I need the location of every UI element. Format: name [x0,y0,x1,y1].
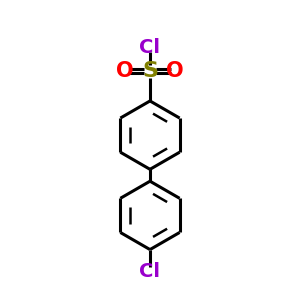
Text: Cl: Cl [140,262,160,281]
Text: S: S [142,61,158,81]
Text: O: O [116,61,134,81]
Text: O: O [167,61,184,81]
Text: Cl: Cl [140,38,160,57]
